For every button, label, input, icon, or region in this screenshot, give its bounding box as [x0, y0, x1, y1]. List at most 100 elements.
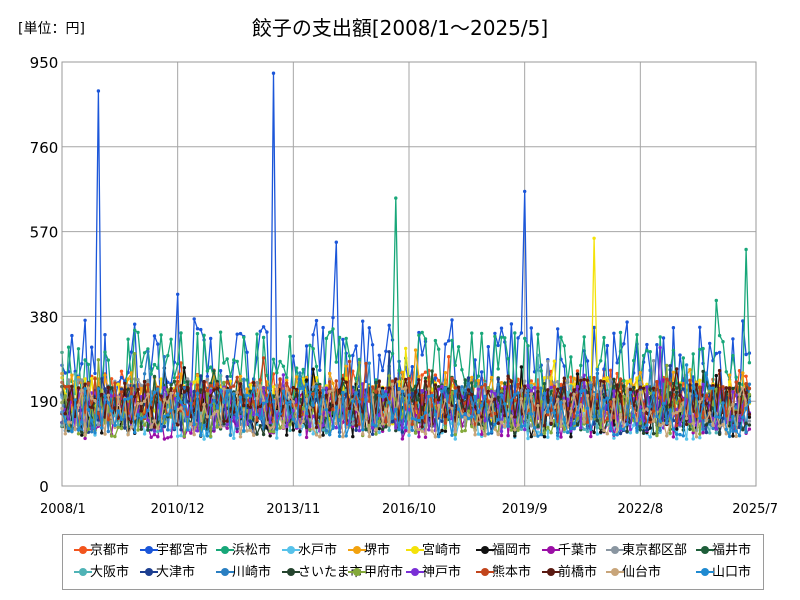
- data-point: [324, 386, 329, 390]
- data-point: [648, 420, 652, 424]
- data-point: [641, 386, 646, 390]
- data-point: [189, 422, 193, 426]
- data-point: [100, 426, 104, 430]
- data-point: [516, 423, 520, 427]
- data-point: [698, 378, 702, 382]
- data-point: [486, 389, 490, 393]
- data-point: [628, 431, 633, 435]
- data-point: [238, 379, 243, 384]
- data-point: [711, 416, 715, 421]
- data-point: [83, 436, 87, 441]
- data-point: [559, 424, 563, 429]
- data-point: [166, 428, 170, 432]
- data-point: [136, 387, 140, 392]
- data-point: [569, 426, 573, 431]
- data-point: [463, 416, 467, 420]
- data-point: [136, 330, 140, 335]
- data-point: [361, 428, 365, 432]
- data-point: [162, 398, 167, 402]
- data-point: [589, 427, 593, 432]
- data-point: [252, 400, 256, 404]
- data-point: [63, 412, 67, 416]
- data-point: [113, 434, 117, 439]
- data-point: [357, 361, 362, 365]
- data-point: [499, 429, 504, 434]
- data-point: [288, 334, 292, 339]
- data-point: [641, 409, 646, 413]
- data-point: [331, 407, 335, 412]
- data-point: [242, 408, 246, 412]
- data-point: [499, 335, 504, 339]
- data-point: [638, 380, 642, 385]
- legend-label: 前橋市: [558, 565, 598, 580]
- data-point: [532, 382, 537, 386]
- data-point: [602, 367, 606, 371]
- data-point: [460, 385, 464, 389]
- data-point: [387, 323, 391, 327]
- data-point: [668, 431, 672, 435]
- legend-label: 大阪市: [90, 565, 130, 580]
- data-point: [523, 189, 527, 194]
- data-point: [456, 385, 461, 389]
- data-point: [377, 430, 381, 435]
- data-point: [354, 391, 358, 395]
- data-point: [480, 426, 484, 430]
- data-point: [420, 330, 424, 335]
- data-point: [109, 434, 114, 438]
- data-point: [179, 331, 183, 335]
- data-point: [549, 377, 553, 381]
- data-point: [668, 421, 672, 426]
- data-point: [86, 362, 91, 367]
- data-point: [516, 428, 520, 432]
- data-point: [572, 421, 576, 425]
- legend-label: 仙台市: [622, 565, 662, 580]
- data-point: [318, 412, 322, 416]
- data-point: [443, 386, 448, 390]
- data-point: [252, 433, 256, 437]
- data-point: [341, 390, 345, 395]
- data-point: [245, 429, 249, 433]
- data-point: [460, 429, 464, 433]
- data-point: [714, 431, 718, 435]
- data-point: [185, 428, 190, 432]
- data-point: [364, 397, 368, 402]
- data-point: [314, 433, 319, 437]
- data-point: [344, 376, 348, 380]
- data-point: [90, 396, 94, 400]
- data-point: [509, 414, 514, 418]
- data-point: [688, 427, 692, 431]
- data-point: [698, 400, 702, 404]
- data-point: [651, 386, 656, 390]
- data-point: [711, 423, 715, 427]
- data-point: [473, 394, 477, 399]
- data-point: [169, 391, 173, 396]
- data-point: [496, 421, 500, 425]
- data-point: [133, 352, 137, 356]
- data-point: [453, 379, 457, 384]
- data-point: [66, 345, 71, 349]
- data-point: [301, 419, 305, 423]
- data-point: [618, 394, 623, 398]
- data-point: [556, 387, 560, 391]
- data-point: [377, 393, 381, 398]
- data-point: [182, 404, 186, 409]
- data-point: [192, 317, 196, 321]
- data-point: [688, 368, 692, 372]
- data-point: [519, 365, 524, 369]
- data-point: [433, 338, 438, 343]
- legend-label: 水戸市: [298, 543, 338, 558]
- data-point: [318, 368, 322, 372]
- data-point: [261, 386, 266, 390]
- data-point: [166, 413, 170, 417]
- data-point: [384, 389, 388, 394]
- data-point: [301, 377, 305, 381]
- data-point: [255, 332, 259, 336]
- data-point: [668, 382, 672, 386]
- data-point: [166, 353, 170, 358]
- data-point: [377, 379, 381, 383]
- data-point: [308, 406, 312, 410]
- data-point: [635, 418, 639, 423]
- data-point: [400, 437, 405, 441]
- data-point: [724, 386, 728, 390]
- legend-marker: [542, 568, 560, 576]
